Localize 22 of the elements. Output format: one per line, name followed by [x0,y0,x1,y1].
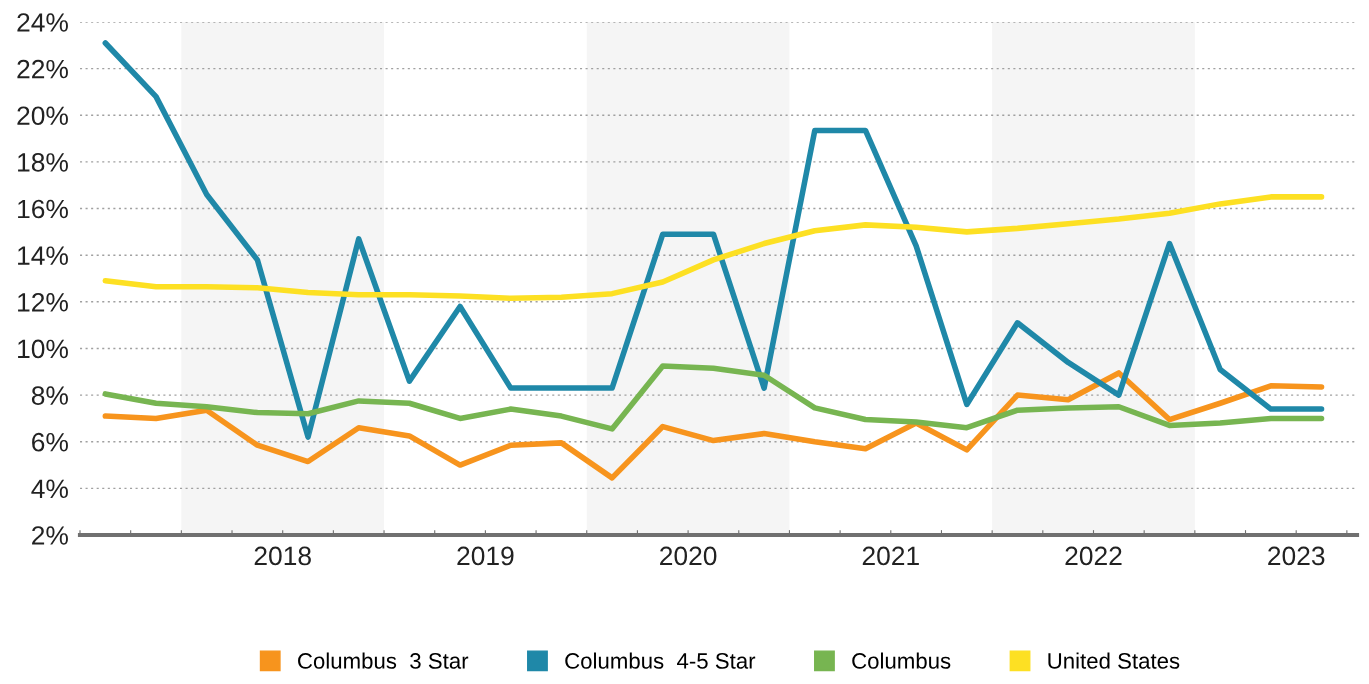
x-tick-label: 2023 [1268,546,1325,566]
y-tick-label: 6% [32,432,68,452]
legend-label: United States [1048,652,1180,669]
x-tick-label: 2022 [1065,546,1122,566]
legend-label: Columbus 4-5 Star [565,652,756,669]
y-tick-label: 22% [17,59,68,79]
x-tick-label: 2019 [457,546,514,566]
x-tick-label: 2020 [660,546,717,566]
y-tick-label: 2% [32,526,68,545]
legend-label: Columbus [852,652,951,669]
y-tick-label: 20% [17,106,68,126]
legend-label: Columbus 3 Star [298,652,469,669]
y-tick-label: 10% [18,339,68,359]
y-tick-label: 12% [18,292,68,312]
y-tick-label: 14% [18,246,68,265]
x-tick-label: 2021 [862,546,919,566]
y-tick-label: 4% [31,479,68,499]
x-tick-label: 2018 [254,546,311,566]
y-tick-label: 16% [18,199,68,219]
y-tick-label: 24% [17,13,68,32]
y-tick-label: 8% [31,386,68,405]
y-tick-label: 18% [18,153,68,172]
